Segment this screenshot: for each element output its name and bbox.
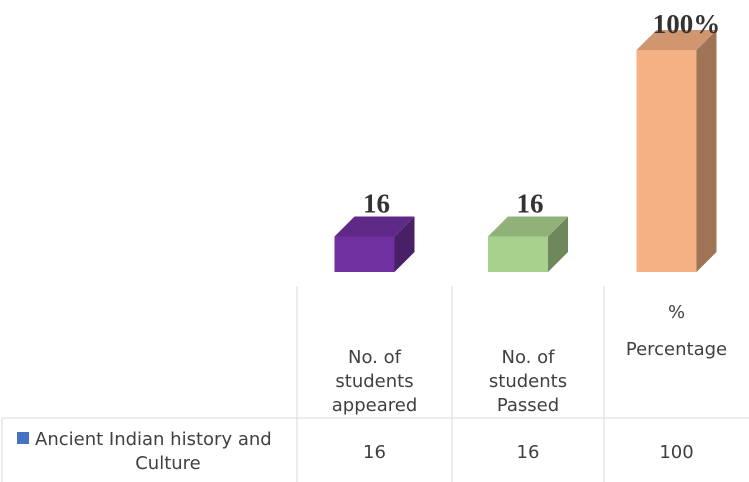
table-cell: 100: [659, 442, 693, 463]
bar-top: [636, 30, 717, 50]
category-label: No. of: [502, 347, 556, 368]
category-label: students: [335, 371, 413, 392]
bar-side: [548, 216, 568, 272]
bar-side: [394, 216, 415, 272]
legend-key: [17, 432, 29, 444]
bar: [334, 236, 395, 272]
series-name: Ancient Indian history and: [35, 429, 272, 450]
data-label: 100%: [653, 9, 721, 39]
category-label: students: [489, 371, 567, 392]
data-label: 16: [517, 188, 544, 218]
series-name: Culture: [135, 453, 201, 474]
bar: [636, 50, 697, 272]
category-label: No. of: [348, 347, 402, 368]
bar-top: [488, 216, 568, 237]
table-cell: 16: [363, 442, 386, 463]
category-label: Passed: [497, 395, 559, 416]
bar-side: [696, 30, 717, 272]
data-label: 16: [363, 188, 390, 218]
category-label: %: [668, 302, 685, 323]
bar: [488, 236, 548, 272]
category-label: appeared: [332, 395, 418, 416]
category-label: Percentage: [626, 339, 727, 360]
table-cell: 16: [517, 442, 540, 463]
bar-top: [334, 216, 415, 237]
